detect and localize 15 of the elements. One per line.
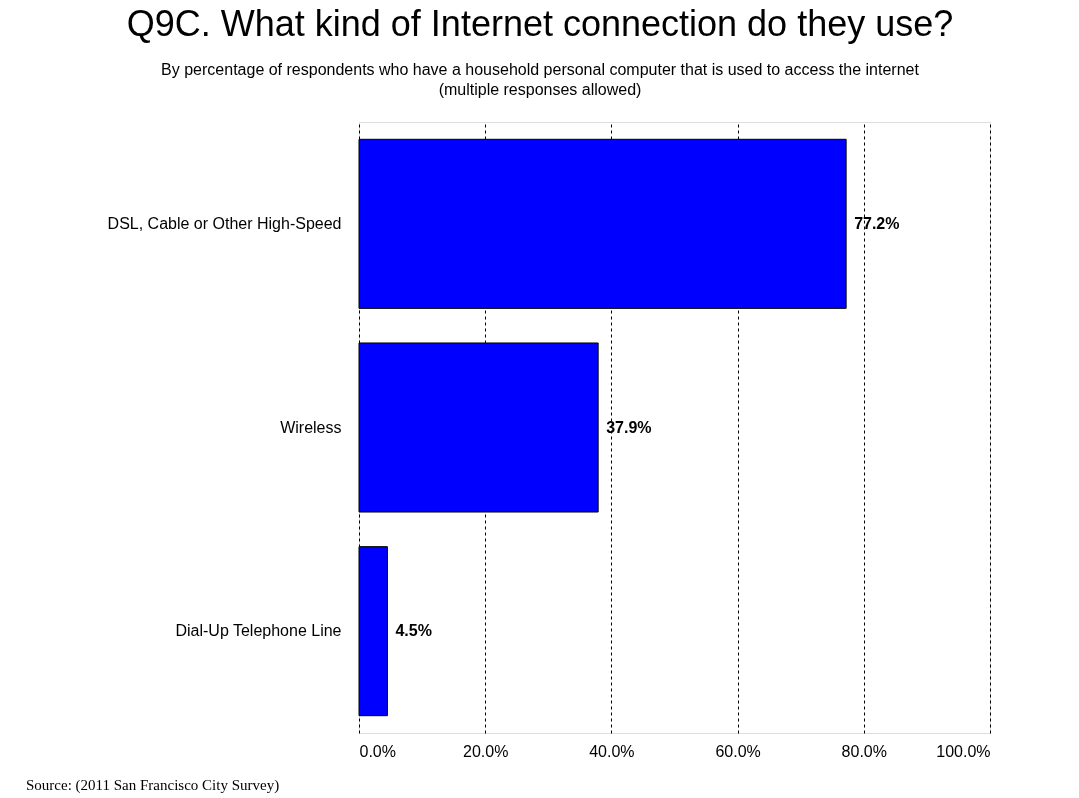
x-tick-label: 60.0% [715,742,761,760]
x-tick-label: 100.0% [936,742,991,760]
data-label: 77.2% [854,214,900,232]
data-label: 37.9% [606,418,652,436]
data-label: 4.5% [395,622,432,640]
x-tick-label: 20.0% [463,742,509,760]
source-note: Source: (2011 San Francisco City Survey) [26,777,280,794]
chart-title: Q9C. What kind of Internet connection do they use? [126,3,954,44]
x-tick-label: 40.0% [589,742,635,760]
y-tick-label: Wireless [280,418,342,436]
x-tick-label: 80.0% [841,742,887,760]
y-tick-label: Dial-Up Telephone Line [175,622,342,640]
chart-subtitle: By percentage of respondents who have a household personal computer that is used to access the internet (multiple responses allowed) [161,61,920,98]
x-tick-label: 0.0% [359,742,396,760]
y-tick-label: DSL, Cable or Other High-Speed [107,214,342,232]
